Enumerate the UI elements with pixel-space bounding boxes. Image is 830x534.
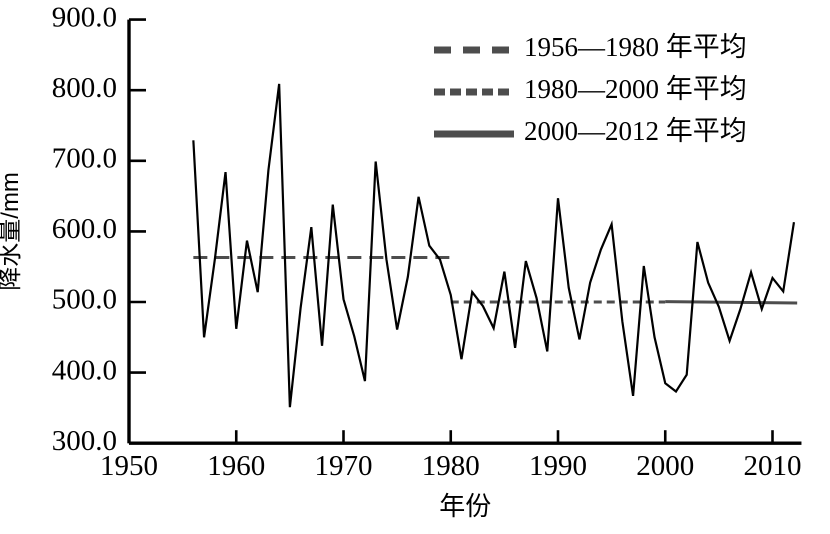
svg-text:年份: 年份 <box>439 492 491 521</box>
svg-text:400.0: 400.0 <box>52 354 117 386</box>
svg-text:700.0: 700.0 <box>52 142 117 174</box>
svg-text:1980: 1980 <box>422 450 480 482</box>
svg-text:1970: 1970 <box>315 450 373 482</box>
svg-text:800.0: 800.0 <box>52 72 117 104</box>
svg-text:2000—2012 年平均: 2000—2012 年平均 <box>524 116 747 146</box>
svg-text:900.0: 900.0 <box>52 1 117 33</box>
svg-text:1980—2000 年平均: 1980—2000 年平均 <box>524 74 747 104</box>
svg-text:降水量/mm: 降水量/mm <box>0 172 24 291</box>
svg-text:2000: 2000 <box>636 450 694 482</box>
svg-text:500.0: 500.0 <box>52 284 117 316</box>
svg-text:2010: 2010 <box>744 450 802 482</box>
svg-text:1950: 1950 <box>100 450 158 482</box>
svg-text:1956—1980 年平均: 1956—1980 年平均 <box>524 32 747 62</box>
svg-text:1960: 1960 <box>207 450 265 482</box>
svg-text:600.0: 600.0 <box>52 213 117 245</box>
svg-text:1990: 1990 <box>529 450 587 482</box>
